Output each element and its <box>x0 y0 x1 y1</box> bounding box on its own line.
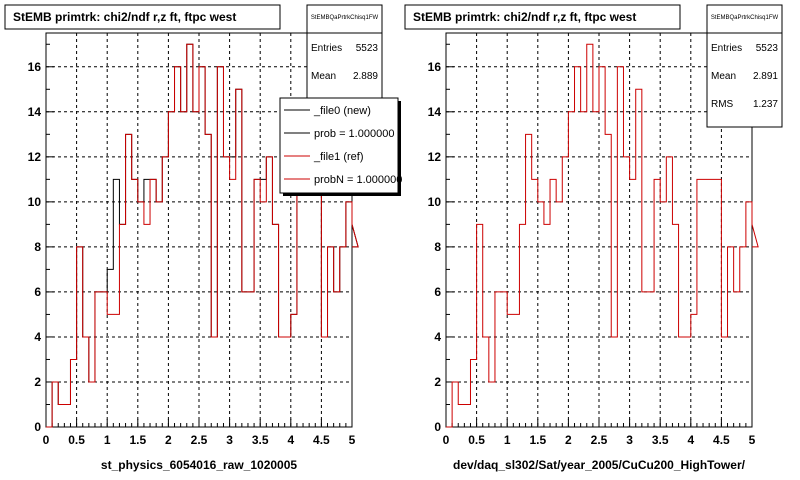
y-tick-label: 8 <box>434 240 441 254</box>
y-tick-label: 6 <box>34 285 41 299</box>
y-tick-label: 16 <box>428 60 442 74</box>
left-histogram-panel: 0 0.5 1 1.5 2 2.5 3 3.5 4 4.5 5 0 2 4 6 8 10 12 14 16 StEMB … <box>4 4 402 472</box>
histogram-series-line <box>446 43 759 428</box>
y-tick-label: 16 <box>28 60 42 74</box>
x-tick-label: 0.5 <box>68 433 85 447</box>
x-tick-label: 2 <box>165 433 172 447</box>
legend-entry-label: _file1 (ref) <box>313 151 364 163</box>
stats-row-label: Entries <box>311 43 342 54</box>
y-tick-label: 14 <box>28 105 42 119</box>
y-tick-label: 12 <box>28 150 42 164</box>
x-tick-label: 0.5 <box>468 433 485 447</box>
x-tick-label: 2.5 <box>591 433 608 447</box>
x-tick-label: 3 <box>226 433 233 447</box>
x-tick-label: 5 <box>749 433 756 447</box>
stats-name: StEMBQaPrtrkChisq1FW <box>711 15 779 21</box>
stats-row-value: 2.889 <box>353 71 378 82</box>
x-tick-label: 4.5 <box>313 433 330 447</box>
y-tick-label: 2 <box>34 375 41 389</box>
x-tick-label: 2.5 <box>191 433 208 447</box>
x-tick-label: 1.5 <box>529 433 546 447</box>
stats-row-label: Mean <box>311 71 336 82</box>
stats-row-value: 5523 <box>756 43 779 54</box>
x-tick-label: 4 <box>687 433 694 447</box>
y-tick-label: 0 <box>434 420 441 434</box>
right-histogram-panel: 0 0.5 1 1.5 2 2.5 3 3.5 4 4.5 5 0 2 4 6 8 10 12 14 16 StEMB … <box>404 4 783 472</box>
x-tick-label: 0 <box>43 433 50 447</box>
x-tick-label: 3.5 <box>252 433 269 447</box>
y-tick-label: 8 <box>34 240 41 254</box>
y-tick-label: 6 <box>434 285 441 299</box>
y-tick-label: 14 <box>428 105 442 119</box>
x-tick-label: 1 <box>504 433 511 447</box>
x-axis-title: st_physics_6054016_raw_1020005 <box>101 458 297 472</box>
legend-entry-label: probN = 1.000000 <box>314 174 402 186</box>
x-tick-label: 2 <box>565 433 572 447</box>
stats-row-value: 5523 <box>356 43 379 54</box>
y-tick-label: 4 <box>434 330 441 344</box>
x-tick-label: 3 <box>626 433 633 447</box>
stats-row-value: 1.237 <box>753 99 778 110</box>
x-tick-label: 5 <box>349 433 356 447</box>
title-box <box>404 4 681 30</box>
stats-box <box>706 4 783 128</box>
y-tick-label: 2 <box>434 375 441 389</box>
x-tick-label: 0 <box>443 433 450 447</box>
chart-title: StEMB primtrk: chi2/ndf r,z ft, ftpc wes… <box>13 10 236 24</box>
stats-row-label: Entries <box>711 43 742 54</box>
stats-row-label: Mean <box>711 71 736 82</box>
y-tick-label: 10 <box>428 195 442 209</box>
x-tick-label: 1 <box>104 433 111 447</box>
y-tick-label: 10 <box>28 195 42 209</box>
title-box <box>4 4 281 30</box>
legend-box <box>279 97 399 194</box>
x-tick-label: 1.5 <box>129 433 146 447</box>
stats-row-label: RMS <box>711 99 734 110</box>
legend-entry-label: prob = 1.000000 <box>314 128 394 140</box>
x-tick-label: 4.5 <box>713 433 730 447</box>
x-tick-label: 3.5 <box>652 433 669 447</box>
chart-title: StEMB primtrk: chi2/ndf r,z ft, ftpc wes… <box>413 10 636 24</box>
stats-name: StEMBQaPrtrkChisq1FW <box>311 15 379 21</box>
y-tick-label: 0 <box>34 420 41 434</box>
y-tick-label: 12 <box>428 150 442 164</box>
x-tick-label: 4 <box>287 433 294 447</box>
legend-entry-label: _file0 (new) <box>313 105 371 117</box>
stats-row-value: 2.891 <box>753 71 778 82</box>
y-tick-label: 4 <box>34 330 41 344</box>
x-axis-title: dev/daq_sl302/Sat/year_2005/CuCu200_High… <box>453 458 746 472</box>
